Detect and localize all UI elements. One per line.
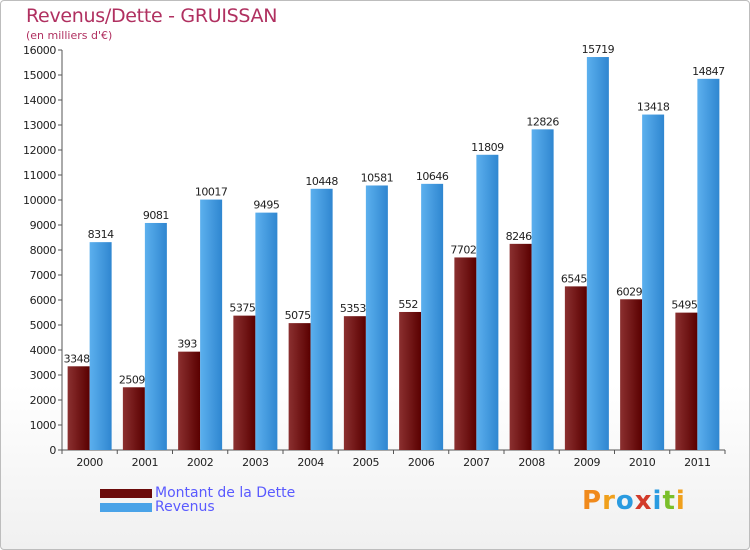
bar-dette: [509, 243, 532, 450]
bar-revenus-label: 12826: [526, 115, 559, 128]
x-tick-label: 2001: [132, 456, 158, 469]
y-tick-label: 8000: [30, 244, 57, 257]
bar-revenus-label: 10581: [361, 171, 394, 184]
bar-revenus-label: 9495: [253, 199, 279, 212]
bar-revenus-label: 13418: [637, 101, 670, 114]
chart-subtitle: (en milliers d'€): [26, 29, 113, 42]
bar-dette: [399, 311, 422, 450]
bar-dette-label: 5353: [340, 302, 366, 315]
bar-revenus: [310, 188, 333, 451]
y-tick-label: 3000: [30, 369, 57, 382]
logo-letter: r: [602, 486, 616, 516]
bar-revenus: [531, 129, 554, 450]
bar-revenus-label: 10646: [416, 170, 449, 183]
logo-letter: x: [634, 486, 653, 516]
bar-revenus-label: 10017: [195, 186, 228, 199]
bar-dette: [288, 323, 311, 450]
legend-swatch-dette: [100, 488, 152, 498]
bar-dette-label: 7702: [450, 243, 476, 256]
bar-dette: [233, 315, 256, 450]
bar-revenus: [697, 78, 720, 450]
y-tick-label: 16000: [23, 44, 56, 57]
bar-revenus: [365, 185, 388, 450]
bar-revenus: [642, 114, 665, 451]
y-tick-label: 5000: [30, 319, 57, 332]
bar-dette-label: 6545: [561, 272, 587, 285]
legend-item-revenus: Revenus: [100, 500, 295, 514]
bar-dette: [178, 351, 201, 450]
bar-revenus-label: 14847: [692, 65, 725, 78]
bar-revenus: [476, 154, 499, 450]
x-tick-label: 2003: [242, 456, 269, 469]
y-tick-label: 1000: [30, 419, 57, 432]
x-tick-label: 2010: [629, 456, 656, 469]
proxiti-logo: Proxiti: [582, 486, 686, 516]
y-tick-label: 10000: [23, 194, 56, 207]
legend: Montant de la Dette Revenus: [100, 486, 295, 514]
x-tick-label: 2009: [574, 456, 601, 469]
y-tick-label: 6000: [30, 294, 57, 307]
legend-label-revenus: Revenus: [155, 499, 215, 515]
x-tick-label: 2007: [463, 456, 490, 469]
bar-dette: [620, 299, 643, 450]
bar-dette: [564, 286, 587, 450]
bars: [67, 57, 720, 451]
x-tick-label: 2004: [297, 456, 324, 469]
bar-dette-label: 5075: [285, 309, 311, 322]
legend-swatch-revenus: [100, 502, 152, 512]
bar-dette: [343, 316, 366, 450]
bar-dette: [675, 312, 698, 450]
bar-dette: [122, 387, 145, 450]
x-tick-label: 2011: [684, 456, 710, 469]
bar-revenus: [89, 242, 112, 450]
x-tick-label: 2005: [353, 456, 380, 469]
y-tick-label: 7000: [30, 269, 57, 282]
bar-revenus-label: 9081: [143, 209, 169, 222]
bar-revenus-label: 11809: [471, 141, 504, 154]
logo-letter: P: [582, 486, 603, 516]
x-tick-label: 2000: [76, 456, 103, 469]
bar-revenus-label: 10448: [305, 175, 338, 188]
bar-dette-label: 2509: [119, 373, 145, 386]
bar-revenus-label: 15719: [582, 43, 615, 56]
x-tick-label: 2008: [518, 456, 545, 469]
y-tick-label: 12000: [23, 144, 56, 157]
bar-revenus: [200, 199, 223, 450]
bar-dette-label: 5495: [671, 299, 697, 312]
y-tick-label: 9000: [30, 219, 57, 232]
bar-dette: [67, 366, 90, 450]
bar-dette-label: 8246: [506, 230, 532, 243]
y-tick-label: 11000: [23, 169, 56, 182]
axes: 0 1000 2000 3000 4000 5000 6000 7000 8000 9000 100…: [23, 44, 726, 469]
bar-dette: [454, 257, 477, 450]
legend-item-dette: Montant de la Dette: [100, 486, 295, 500]
bar-dette-label: 5375: [229, 302, 255, 315]
x-tick-label: 2006: [408, 456, 435, 469]
data-labels: 3348 8314 2509 9081 393 10017 5375 9495 5075 1044…: [64, 43, 726, 386]
y-tick-label: 15000: [23, 69, 56, 82]
logo-letter: o: [615, 486, 635, 516]
y-tick-label: 0: [49, 444, 56, 457]
bar-dette-label: 3348: [64, 352, 90, 365]
y-tick-label: 13000: [23, 119, 56, 132]
y-tick-label: 2000: [30, 394, 57, 407]
legend-label-dette: Montant de la Dette: [155, 485, 296, 501]
bar-dette-label: 6029: [616, 285, 642, 298]
bar-revenus: [255, 212, 278, 450]
x-tick-label: 2002: [187, 456, 213, 469]
bar-dette-label: 393: [177, 338, 197, 351]
bar-revenus: [421, 183, 444, 450]
bar-revenus-label: 8314: [88, 228, 114, 241]
logo-letter: t: [662, 486, 676, 516]
logo-letter: i: [652, 486, 663, 516]
logo-letter: i: [675, 486, 686, 516]
bar-dette-label: 552: [398, 298, 418, 311]
y-tick-label: 4000: [30, 344, 57, 357]
y-tick-label: 14000: [23, 94, 56, 107]
chart-title: Revenus/Dette - GRUISSAN: [26, 5, 278, 27]
bar-revenus: [586, 57, 609, 451]
bar-revenus: [144, 222, 167, 450]
